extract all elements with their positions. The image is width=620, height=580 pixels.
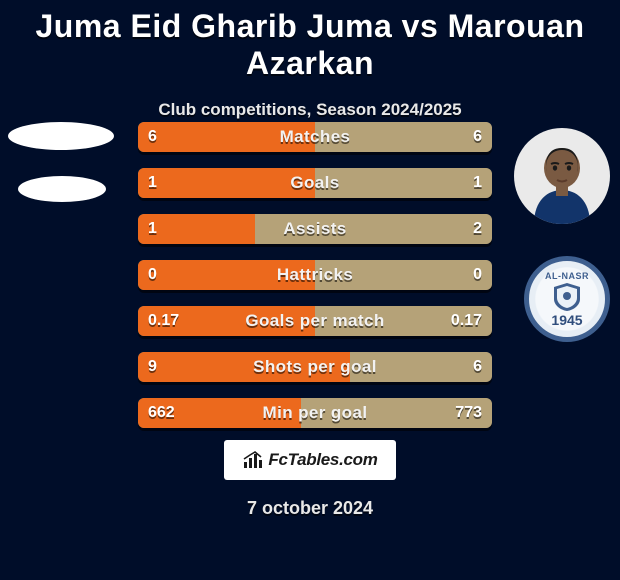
stats-table: Matches66Goals11Assists12Hattricks00Goal… — [138, 122, 492, 444]
stat-value-right: 773 — [445, 398, 492, 428]
stat-value-left: 662 — [138, 398, 185, 428]
stat-row: Goals per match0.17 0.17 — [138, 306, 492, 336]
page-title: Juma Eid Gharib Juma vs Marouan Azarkan — [0, 0, 620, 82]
avatar-placeholder-left — [8, 122, 114, 150]
stat-label: Hattricks — [138, 260, 492, 290]
avatar-right — [514, 128, 610, 224]
stat-value-left: 9 — [138, 352, 167, 382]
stat-row: Assists1 2 — [138, 214, 492, 244]
shield-icon — [550, 283, 584, 311]
stat-value-left: 6 — [138, 122, 167, 152]
stat-value-right: 6 — [463, 122, 492, 152]
stat-label: Shots per goal — [138, 352, 492, 382]
stat-label: Assists — [138, 214, 492, 244]
chart-icon — [242, 449, 264, 471]
club-logo-right: AL-NASR 1945 — [524, 256, 610, 342]
page-subtitle: Club competitions, Season 2024/2025 — [0, 100, 620, 120]
stat-label: Goals — [138, 168, 492, 198]
stat-row: Shots per goal9 6 — [138, 352, 492, 382]
brand-text: FcTables.com — [268, 450, 377, 470]
avatar-container-right — [514, 128, 610, 224]
person-icon — [524, 144, 600, 224]
stat-value-left: 0.17 — [138, 306, 189, 336]
stat-label: Matches — [138, 122, 492, 152]
stat-row: Goals1 1 — [138, 168, 492, 198]
stat-value-left: 1 — [138, 168, 167, 198]
club-logo-top-text: AL-NASR — [545, 271, 589, 281]
stat-row: Hattricks0 0 — [138, 260, 492, 290]
stat-value-left: 0 — [138, 260, 167, 290]
stat-label: Goals per match — [138, 306, 492, 336]
alnasr-crest-icon: AL-NASR 1945 — [524, 256, 610, 342]
club-logo-placeholder-left — [18, 176, 106, 202]
club-logo-year: 1945 — [551, 312, 582, 328]
stat-value-left: 1 — [138, 214, 167, 244]
stat-value-right: 1 — [463, 168, 492, 198]
footer-date: 7 october 2024 — [0, 498, 620, 519]
brand-badge: FcTables.com — [224, 440, 396, 480]
stat-row: Min per goal662 773 — [138, 398, 492, 428]
stat-row: Matches6 6 — [138, 122, 492, 152]
stat-value-right: 0 — [463, 260, 492, 290]
stat-value-right: 2 — [463, 214, 492, 244]
stat-label: Min per goal — [138, 398, 492, 428]
stat-value-right: 0.17 — [441, 306, 492, 336]
stat-value-right: 6 — [463, 352, 492, 382]
